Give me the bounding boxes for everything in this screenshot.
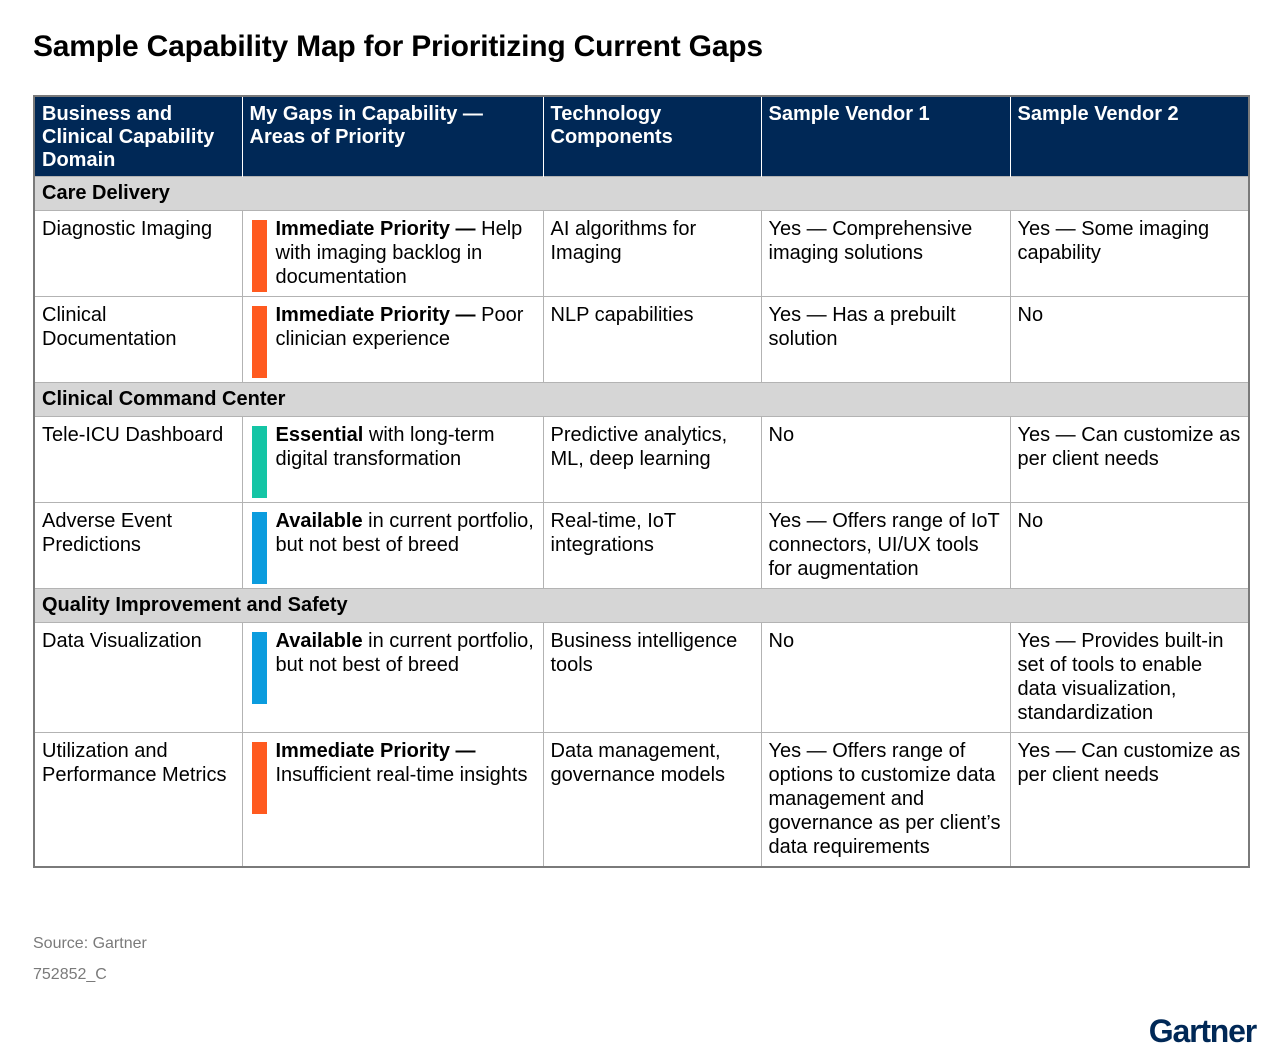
gap-description: Help with imaging backlog in documentati… <box>275 218 523 288</box>
gap-description: in current portfolio, but not best of br… <box>275 510 534 556</box>
table-header-row: Business and Clinical Capability Domain … <box>34 96 1249 177</box>
section-title: Care Delivery <box>33 176 1250 211</box>
table-row: Data Visualization Available in current … <box>33 622 1250 733</box>
priority-indicator <box>251 742 267 814</box>
source-note: Source: Gartner <box>33 935 147 952</box>
gap-description: with long-term digital transformation <box>275 424 495 470</box>
technology-cell: NLP capabilities <box>542 296 762 383</box>
header-gaps: My Gaps in Capability — Areas of Priorit… <box>241 96 543 177</box>
domain-cell: Tele-ICU Dashboard <box>33 416 243 503</box>
gap-description: Insufficient real-time insights <box>275 764 528 786</box>
gap-description: Poor clinician experience <box>275 304 524 350</box>
gap-priority-label: Immediate Priority — <box>275 304 476 326</box>
document-id: 752852_C <box>33 966 107 983</box>
table-row: Adverse Event Predictions Available in c… <box>33 502 1250 589</box>
vendor-2-cell: No <box>1009 502 1250 589</box>
technology-cell: Predictive analytics, ML, deep learning <box>542 416 762 503</box>
section-row: Care Delivery <box>33 176 1250 211</box>
technology-cell: AI algorithms for Imaging <box>542 210 762 297</box>
gap-priority-label: Essential <box>275 424 364 446</box>
priority-indicator <box>251 632 267 704</box>
priority-indicator <box>251 306 267 378</box>
gap-cell: Essential with long-term digital transfo… <box>241 416 544 503</box>
table-row: Utilization and Performance Metrics Imme… <box>33 732 1250 868</box>
vendor-2-cell: Yes — Can customize as per client needs <box>1009 732 1250 868</box>
gap-priority-label: Immediate Priority — <box>275 740 476 762</box>
header-vendor-1: Sample Vendor 1 <box>760 96 1010 177</box>
gartner-logo: Gartner <box>1148 1013 1257 1049</box>
header-vendor-2: Sample Vendor 2 <box>1009 96 1249 177</box>
technology-cell: Business intelligence tools <box>542 622 762 733</box>
gap-cell: Available in current portfolio, but not … <box>241 622 544 733</box>
vendor-1-cell: Yes — Has a prebuilt solution <box>760 296 1011 383</box>
domain-cell: Clinical Documentation <box>33 296 243 383</box>
gap-cell: Immediate Priority — Help with imaging b… <box>241 210 544 297</box>
section-title: Quality Improvement and Safety <box>33 588 1250 623</box>
priority-indicator <box>251 220 267 292</box>
page-title: Sample Capability Map for Prioritizing C… <box>33 30 763 63</box>
gap-priority-label: Immediate Priority — <box>275 218 476 240</box>
table-row: Tele-ICU Dashboard Essential with long-t… <box>33 416 1250 503</box>
gap-description: in current portfolio, but not best of br… <box>275 630 534 676</box>
table-row: Clinical Documentation Immediate Priorit… <box>33 296 1250 383</box>
technology-cell: Real-time, IoT integrations <box>542 502 762 589</box>
domain-cell: Adverse Event Predictions <box>33 502 243 589</box>
gap-cell: Immediate Priority — Insufficient real-t… <box>241 732 544 868</box>
section-title: Clinical Command Center <box>33 382 1250 417</box>
domain-cell: Diagnostic Imaging <box>33 210 243 297</box>
technology-cell: Data management, governance models <box>542 732 762 868</box>
vendor-1-cell: Yes — Offers range of options to customi… <box>760 732 1011 868</box>
vendor-1-cell: No <box>760 416 1011 503</box>
gap-priority-label: Available <box>275 630 363 652</box>
vendor-2-cell: Yes — Provides built-in set of tools to … <box>1009 622 1250 733</box>
table-row: Diagnostic Imaging Immediate Priority — … <box>33 210 1250 297</box>
domain-cell: Utilization and Performance Metrics <box>33 732 243 868</box>
vendor-1-cell: Yes — Comprehensive imaging solutions <box>760 210 1011 297</box>
gap-cell: Available in current portfolio, but not … <box>241 502 544 589</box>
gap-priority-label: Available <box>275 510 363 532</box>
header-domain: Business and Clinical Capability Domain <box>34 96 242 177</box>
gap-cell: Immediate Priority — Poor clinician expe… <box>241 296 544 383</box>
section-row: Quality Improvement and Safety <box>33 588 1250 623</box>
vendor-2-cell: Yes — Some imaging capability <box>1009 210 1250 297</box>
capability-map-table: Business and Clinical Capability Domain … <box>33 95 1250 868</box>
vendor-1-cell: No <box>760 622 1011 733</box>
vendor-2-cell: No <box>1009 296 1250 383</box>
vendor-1-cell: Yes — Offers range of IoT connectors, UI… <box>760 502 1011 589</box>
header-technology: Technology Components <box>542 96 761 177</box>
vendor-2-cell: Yes — Can customize as per client needs <box>1009 416 1250 503</box>
section-row: Clinical Command Center <box>33 382 1250 417</box>
priority-indicator <box>251 426 267 498</box>
domain-cell: Data Visualization <box>33 622 243 733</box>
priority-indicator <box>251 512 267 584</box>
